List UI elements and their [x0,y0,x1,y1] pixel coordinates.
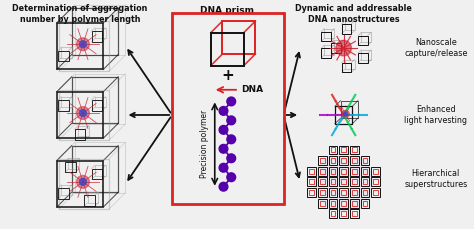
Circle shape [219,106,228,115]
Text: DNA: DNA [241,85,263,94]
Circle shape [80,41,86,48]
Circle shape [227,97,236,106]
Text: DNA prism: DNA prism [201,6,255,15]
Circle shape [336,40,351,56]
Text: Nanoscale
capture/release: Nanoscale capture/release [404,38,467,58]
Circle shape [80,109,86,117]
Circle shape [315,153,373,211]
Circle shape [219,144,228,153]
Circle shape [344,112,347,116]
Circle shape [77,175,90,188]
Circle shape [227,135,236,144]
Circle shape [227,173,236,182]
Text: Enhanced
light harvesting: Enhanced light harvesting [404,105,467,125]
Text: +: + [221,68,234,83]
Bar [172,13,283,204]
Circle shape [342,110,349,118]
Circle shape [77,107,90,120]
Circle shape [219,163,228,172]
Text: Hierarchical
superstructures: Hierarchical superstructures [404,169,467,189]
Circle shape [80,178,86,185]
Text: Dynamic and addressable
DNA nanostructures: Dynamic and addressable DNA nanostructur… [295,5,412,24]
Text: Precision polymer: Precision polymer [200,110,209,178]
Text: Determination of aggregation
number by polymer length: Determination of aggregation number by p… [12,5,148,24]
Circle shape [77,38,90,51]
Circle shape [227,154,236,163]
Circle shape [227,116,236,125]
Circle shape [219,182,228,191]
Circle shape [219,125,228,134]
